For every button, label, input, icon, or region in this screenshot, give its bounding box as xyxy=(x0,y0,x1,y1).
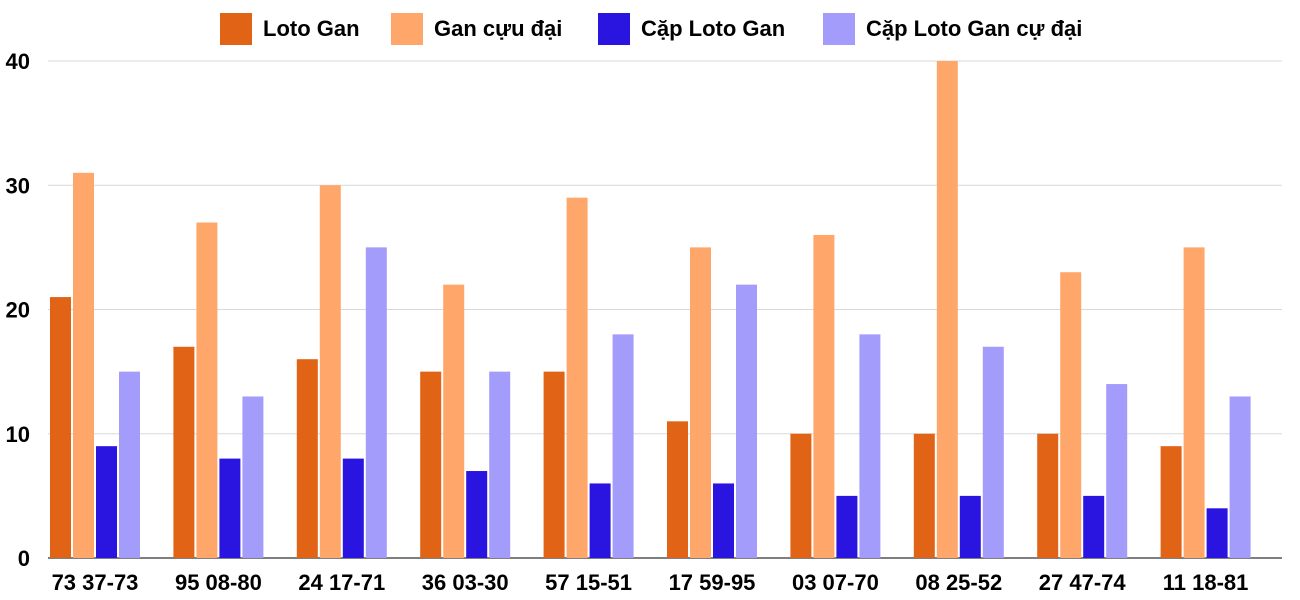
x-tick-label: 03 07-70 xyxy=(792,570,879,595)
bar xyxy=(713,483,734,558)
bar xyxy=(319,185,341,558)
bar xyxy=(1229,396,1251,558)
y-tick-label: 0 xyxy=(18,546,30,571)
bar xyxy=(690,247,711,558)
bar xyxy=(1206,508,1228,558)
y-tick-label: 40 xyxy=(6,49,30,74)
bar xyxy=(342,458,364,558)
x-tick-label: 73 37-73 xyxy=(52,570,139,595)
x-tick-label: 08 25-52 xyxy=(915,570,1002,595)
bar xyxy=(913,433,935,558)
x-tick-label: 24 17-71 xyxy=(298,570,385,595)
y-tick-label: 30 xyxy=(6,173,30,198)
legend-label: Cặp Loto Gan xyxy=(641,16,785,41)
bar xyxy=(242,396,264,558)
bar xyxy=(566,197,588,559)
bar xyxy=(73,172,94,558)
bar xyxy=(296,359,318,558)
legend-item: Gan cựu đại xyxy=(391,13,562,45)
x-tick-label: 27 47-74 xyxy=(1039,570,1127,595)
legend-swatch xyxy=(598,13,630,45)
bar xyxy=(219,458,241,558)
bar xyxy=(365,247,387,558)
bar xyxy=(959,495,981,558)
bar xyxy=(1106,384,1128,558)
bars xyxy=(50,61,1251,559)
bar xyxy=(1037,433,1059,558)
bar xyxy=(836,495,858,558)
bar xyxy=(173,346,195,558)
bar xyxy=(196,222,218,558)
legend: Loto Gan Gan cựu đại Cặp Loto Gan Cặp Loto … xyxy=(220,13,1082,45)
bar xyxy=(466,471,488,558)
legend-item: Cặp Loto Gan xyxy=(598,13,785,45)
x-tick-label: 11 18-81 xyxy=(1163,570,1249,595)
bar xyxy=(589,483,611,558)
bar xyxy=(1160,446,1182,558)
bar xyxy=(443,284,465,558)
y-axis-ticks: 0 10 20 30 40 xyxy=(6,49,30,571)
x-axis-ticks: 73 37-73 95 08-80 24 17-71 36 03-30 57 15-51… xyxy=(52,570,1249,595)
bar xyxy=(420,371,442,558)
bar xyxy=(489,371,511,558)
bar xyxy=(667,421,688,558)
legend-item: Loto Gan xyxy=(220,13,360,45)
bar xyxy=(612,334,634,558)
legend-swatch xyxy=(220,13,252,45)
y-tick-label: 20 xyxy=(6,298,30,323)
y-tick-label: 10 xyxy=(6,422,30,447)
bar xyxy=(1060,272,1082,558)
legend-swatch xyxy=(823,13,855,45)
bar xyxy=(936,61,958,558)
legend-label: Gan cựu đại xyxy=(434,16,562,41)
x-tick-label: 57 15-51 xyxy=(545,570,632,595)
bar xyxy=(543,371,565,558)
x-tick-label: 17 59-95 xyxy=(669,570,756,595)
legend-swatch xyxy=(391,13,423,45)
legend-label: Cặp Loto Gan cự đại xyxy=(866,16,1082,41)
bar xyxy=(790,433,812,558)
legend-item: Cặp Loto Gan cự đại xyxy=(823,13,1082,45)
bar xyxy=(813,234,835,558)
bar xyxy=(736,284,757,558)
x-tick-label: 36 03-30 xyxy=(422,570,509,595)
legend-label: Loto Gan xyxy=(263,16,360,41)
bar xyxy=(50,297,71,558)
bar xyxy=(859,334,881,558)
bar xyxy=(1083,495,1105,558)
bar xyxy=(119,371,140,558)
bar xyxy=(982,346,1004,558)
x-tick-label: 95 08-80 xyxy=(175,570,262,595)
bar xyxy=(1183,247,1205,558)
bar xyxy=(96,446,117,558)
